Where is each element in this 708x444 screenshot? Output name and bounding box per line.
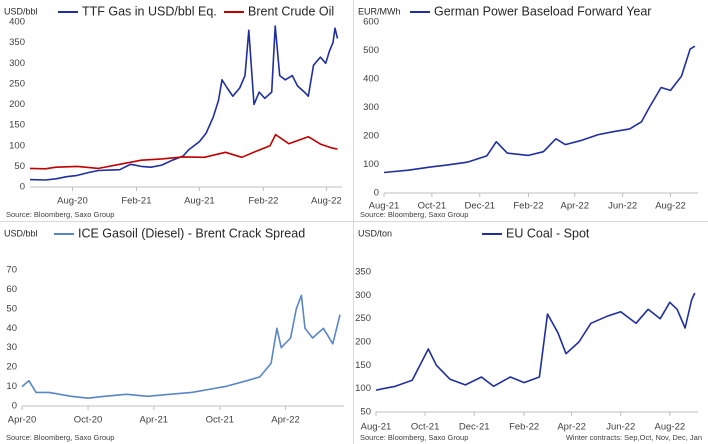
x-tick-label: Aug-20 (57, 196, 88, 207)
y-tick-label: 500 (363, 45, 379, 56)
legend-label: TTF Gas in USD/bbl Eq. (82, 4, 217, 18)
y-axis-unit-label: USD/bbl (4, 228, 38, 238)
x-tick-label: Oct-20 (74, 415, 103, 426)
y-tick-label: 40 (6, 323, 17, 334)
source-note: Source: Bloomberg, Saxo Group (6, 433, 114, 442)
y-tick-label: 200 (355, 337, 371, 348)
y-tick-label: 100 (355, 383, 371, 394)
y-axis-unit-label: USD/ton (358, 228, 392, 238)
chart-panel-eu-coal: 50 100 150 200 250 300 350 Aug-21 Oct-21 Dec-21 Fe… (354, 222, 708, 444)
eu-coal-chart: 50 100 150 200 250 300 350 Aug-21 Oct-21 Dec-21 Fe… (355, 226, 702, 442)
legend-label: German Power Baseload Forward Year (434, 4, 651, 18)
y-tick-label: 50 (6, 303, 17, 314)
y-tick-label: 30 (6, 342, 17, 353)
series-line-ttf-gas-in-usd-bbl-eq (29, 25, 339, 181)
x-tick-label: Apr-22 (557, 422, 586, 433)
x-tick-label: Aug-22 (311, 196, 342, 207)
x-tick-label: Aug-21 (361, 422, 392, 433)
y-tick-label: 0 (20, 182, 25, 193)
y-tick-label: 300 (355, 290, 371, 301)
source-note: Source: Bloomberg, Saxo Group (360, 210, 468, 219)
x-tick-label: Oct-21 (411, 422, 440, 433)
x-tick-label: Apr-22 (560, 201, 589, 212)
series-line-ice-gasoil-diesel-brent-crack-spread (21, 294, 341, 399)
y-tick-label: 0 (374, 188, 379, 199)
x-tick-label: Oct-21 (206, 415, 235, 426)
x-tick-label: Dec-21 (464, 201, 495, 212)
x-tick-label: Apr-21 (140, 415, 169, 426)
x-tick-label: Jun-22 (606, 422, 635, 433)
series-line-eu-coal-spot (375, 292, 696, 391)
gasoil-crack-chart: 0 10 20 30 40 50 60 70 Apr-20 Oct-20 Apr-21 Oct-21 A… (4, 226, 344, 442)
x-tick-label: Feb-22 (509, 422, 539, 433)
y-tick-label: 400 (9, 17, 25, 28)
x-tick-label: Apr-20 (8, 415, 37, 426)
y-tick-label: 350 (355, 267, 371, 278)
y-tick-label: 50 (14, 161, 25, 172)
y-tick-label: 150 (355, 360, 371, 371)
horizontal-divider (0, 221, 708, 222)
x-tick-label: Feb-22 (248, 196, 278, 207)
x-tick-label: Dec-21 (459, 422, 490, 433)
y-axis-unit-label: EUR/MWh (358, 6, 401, 16)
y-tick-label: 100 (363, 159, 379, 170)
x-tick-label: Jun-22 (608, 201, 637, 212)
y-tick-label: 150 (9, 120, 25, 131)
x-tick-label: Aug-21 (184, 196, 215, 207)
legend-label: ICE Gasoil (Diesel) - Brent Crack Spread (78, 226, 305, 240)
x-tick-label: Feb-21 (121, 196, 151, 207)
x-tick-label: Aug-21 (369, 201, 400, 212)
german-power-chart: 0 100 200 300 400 500 600 Aug-21 Oct-21 Dec-21 Feb… (358, 4, 698, 219)
y-tick-label: 200 (9, 99, 25, 110)
y-tick-label: 10 (6, 381, 17, 392)
series-line-brent-crude-oil (29, 133, 338, 170)
series-line-german-power-baseload-forward-year (383, 45, 696, 174)
y-tick-label: 250 (9, 78, 25, 89)
y-tick-label: 50 (360, 407, 371, 418)
y-tick-label: 20 (6, 362, 17, 373)
y-tick-label: 0 (12, 401, 17, 412)
vertical-divider (353, 0, 354, 444)
chart-panel-gasoil-crack: 0 10 20 30 40 50 60 70 Apr-20 Oct-20 Apr-21 Oct-21 A… (0, 222, 354, 444)
y-tick-label: 300 (363, 102, 379, 113)
y-tick-label: 400 (363, 74, 379, 85)
legend-label: EU Coal - Spot (506, 226, 590, 240)
x-tick-label: Aug-22 (655, 201, 686, 212)
source-note: Source: Bloomberg, Saxo Group (6, 210, 114, 219)
y-tick-label: 300 (9, 58, 25, 69)
chart-panel-ttf-brent: 0 50 100 150 200 250 300 350 400 Aug-20 Feb-21 Aug-… (0, 0, 354, 222)
legend-label: Brent Crude Oil (248, 4, 334, 18)
chart-panel-german-power: 0 100 200 300 400 500 600 Aug-21 Oct-21 Dec-21 Feb… (354, 0, 708, 222)
y-axis-unit-label: USD/bbl (4, 6, 38, 16)
y-tick-label: 600 (363, 17, 379, 28)
y-tick-label: 250 (355, 313, 371, 324)
x-tick-label: Oct-21 (418, 201, 447, 212)
y-tick-label: 60 (6, 284, 17, 295)
y-tick-label: 100 (9, 140, 25, 151)
ttf-brent-chart: 0 50 100 150 200 250 300 350 400 Aug-20 Feb-21 Aug-… (4, 4, 342, 219)
x-tick-label: Apr-22 (271, 415, 300, 426)
source-note: Source: Bloomberg, Saxo Group (360, 433, 468, 442)
y-tick-label: 350 (9, 37, 25, 48)
y-tick-label: 70 (6, 265, 17, 276)
contracts-note: Winter contracts: Sep,Oct, Nov, Dec, Jan (566, 433, 702, 442)
x-tick-label: Aug-22 (655, 422, 686, 433)
y-tick-label: 200 (363, 131, 379, 142)
x-tick-label: Feb-22 (513, 201, 543, 212)
